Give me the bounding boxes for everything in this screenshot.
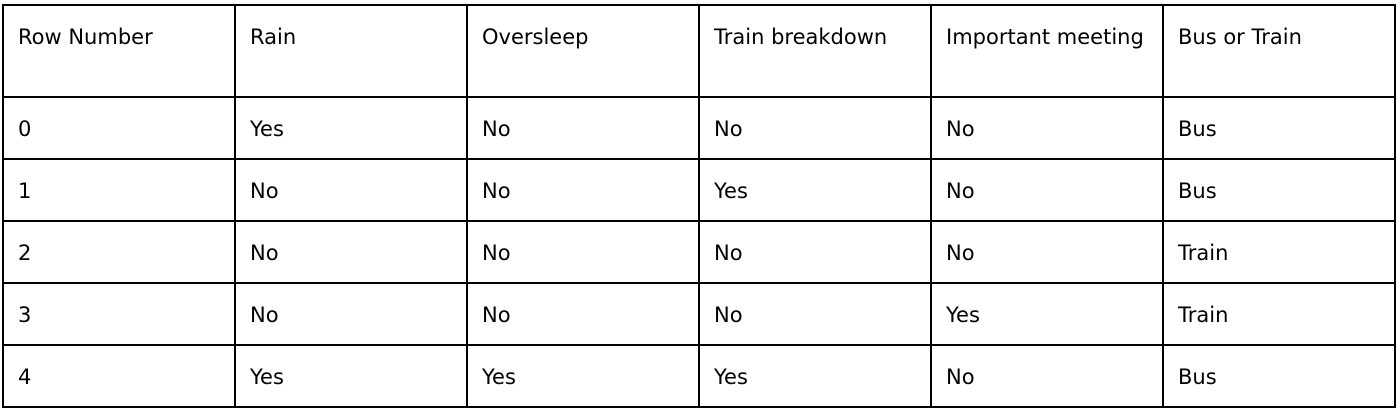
column-header-oversleep: Oversleep [466, 4, 700, 98]
table-cell: No [930, 158, 1164, 222]
table-cell: No [698, 282, 932, 346]
table-cell: 2 [2, 220, 236, 284]
table-row: 0 Yes No No No Bus [2, 96, 1396, 160]
table-cell: 4 [2, 344, 236, 408]
column-header-train-breakdown: Train breakdown [698, 4, 932, 98]
table-cell: Yes [698, 344, 932, 408]
table-cell: Yes [466, 344, 700, 408]
table-cell: No [466, 282, 700, 346]
table-cell: Train [1162, 220, 1396, 284]
table-cell: No [234, 282, 468, 346]
data-table: Row Number Rain Oversleep Train breakdow… [2, 4, 1396, 408]
table-cell: No [466, 96, 700, 160]
table-cell: Bus [1162, 158, 1396, 222]
table-cell: Bus [1162, 344, 1396, 408]
table-cell: No [466, 158, 700, 222]
table-row: 2 No No No No Train [2, 220, 1396, 284]
table-row: 1 No No Yes No Bus [2, 158, 1396, 222]
table-cell: 3 [2, 282, 236, 346]
table-container: Row Number Rain Oversleep Train breakdow… [2, 4, 1396, 408]
table-cell: 1 [2, 158, 236, 222]
table-cell: Bus [1162, 96, 1396, 160]
table-cell: Yes [234, 96, 468, 160]
column-header-bus-or-train: Bus or Train [1162, 4, 1396, 98]
table-cell: 0 [2, 96, 236, 160]
table-cell: Train [1162, 282, 1396, 346]
table-cell: Yes [930, 282, 1164, 346]
table-row: 4 Yes Yes Yes No Bus [2, 344, 1396, 408]
table-cell: No [234, 158, 468, 222]
table-cell: No [234, 220, 468, 284]
table-cell: No [698, 220, 932, 284]
table-row: 3 No No No Yes Train [2, 282, 1396, 346]
table-cell: No [930, 220, 1164, 284]
table-cell: No [930, 96, 1164, 160]
table-cell: No [466, 220, 700, 284]
table-cell: No [930, 344, 1164, 408]
column-header-important-meeting: Important meeting [930, 4, 1164, 98]
table-cell: Yes [234, 344, 468, 408]
column-header-rain: Rain [234, 4, 468, 98]
table-cell: Yes [698, 158, 932, 222]
column-header-row-number: Row Number [2, 4, 236, 98]
table-header-row: Row Number Rain Oversleep Train breakdow… [2, 4, 1396, 98]
table-cell: No [698, 96, 932, 160]
